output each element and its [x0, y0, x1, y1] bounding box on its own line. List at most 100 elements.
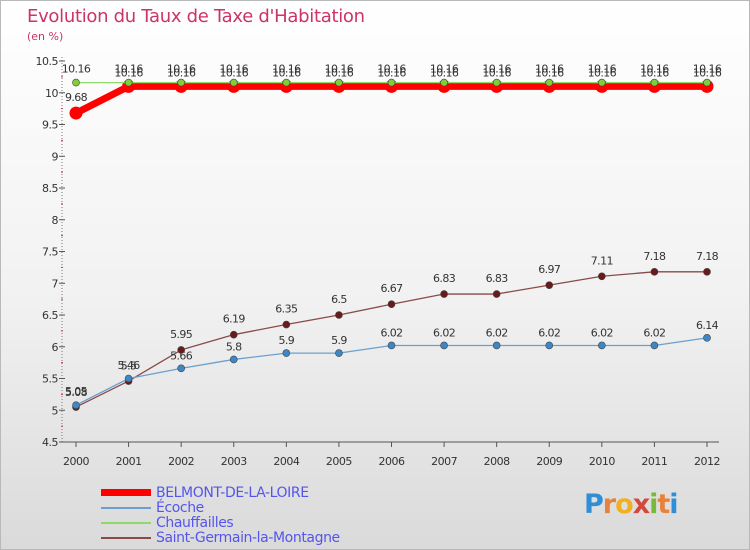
data-label-ecoche: 5.9 — [331, 334, 347, 347]
data-point-chauffailles — [177, 78, 185, 87]
data-point-chauffailles — [650, 78, 659, 87]
y-tick-label: 9.5 — [42, 119, 58, 132]
data-label-belmont-de-la-loire: 10.16 — [272, 66, 301, 79]
data-point-chauffailles — [124, 78, 133, 87]
data-label-belmont-de-la-loire: 10.16 — [220, 66, 249, 79]
data-label-saint-germain-la-montagne: 6.35 — [275, 303, 298, 316]
y-tick-label: 7 — [52, 277, 59, 290]
data-label-chauffailles: 10.16 — [535, 63, 564, 76]
data-label-chauffailles: 10.16 — [114, 63, 143, 76]
legend-label-saint-germain: Saint-Germain-la-Montagne — [156, 530, 340, 546]
data-point-saint-germain-la-montagne — [440, 290, 448, 298]
data-point-chauffailles — [72, 78, 80, 87]
data-label-chauffailles: 10.16 — [167, 63, 196, 76]
data-label-saint-germain-la-montagne: 5.46 — [118, 359, 141, 372]
data-point-chauffailles — [229, 78, 238, 87]
y-tick-label: 6.5 — [42, 309, 58, 322]
data-label-saint-germain-la-montagne: 6.97 — [538, 263, 561, 276]
x-tick-label: 2003 — [221, 455, 247, 468]
data-label-saint-germain-la-montagne: 5.05 — [65, 385, 88, 398]
y-tick-label: 10 — [45, 87, 58, 100]
data-point-ecoche — [650, 341, 659, 350]
data-point-ecoche — [387, 341, 396, 350]
data-label-saint-germain-la-montagne: 6.19 — [223, 313, 246, 326]
data-point-ecoche — [598, 341, 606, 350]
x-tick-label: 2000 — [63, 455, 89, 468]
y-tick-label: 8 — [52, 214, 59, 227]
data-label-saint-germain-la-montagne: 7.18 — [696, 250, 719, 263]
data-point-ecoche — [229, 355, 238, 364]
data-point-ecoche — [72, 401, 80, 409]
data-label-ecoche: 5.5 — [121, 360, 137, 373]
data-point-saint-germain-la-montagne — [650, 268, 659, 276]
data-label-belmont-de-la-loire: 10.16 — [640, 66, 669, 79]
data-label-ecoche: 5.8 — [226, 340, 242, 353]
data-point-saint-germain-la-montagne — [703, 268, 711, 276]
data-point-belmont-de-la-loire — [69, 106, 83, 120]
x-tick-label: 2009 — [536, 455, 562, 468]
data-label-belmont-de-la-loire: 10.16 — [114, 66, 143, 79]
chart-title: Evolution du Taux de Taxe d'Habitation — [27, 6, 365, 27]
data-label-belmont-de-la-loire: 10.16 — [430, 66, 459, 79]
data-label-ecoche: 5.9 — [278, 334, 294, 347]
data-label-chauffailles: 10.16 — [588, 63, 617, 76]
legend-swatch-belmont — [101, 489, 151, 496]
x-tick-label: 2002 — [168, 455, 194, 468]
x-tick-label: 2004 — [273, 455, 299, 468]
data-point-saint-germain-la-montagne — [598, 272, 606, 281]
x-tick-label: 2008 — [484, 455, 510, 468]
x-tick-label: 2012 — [694, 455, 720, 468]
data-point-ecoche — [492, 341, 501, 350]
y-tick-label: 9 — [52, 150, 59, 163]
data-label-chauffailles: 10.16 — [640, 63, 669, 76]
data-point-chauffailles — [598, 78, 606, 87]
data-label-ecoche: 6.02 — [591, 326, 613, 339]
y-tick-label: 5 — [52, 404, 59, 417]
data-point-chauffailles — [492, 78, 501, 87]
data-label-belmont-de-la-loire: 10.16 — [535, 66, 564, 79]
chart-subtitle: (en %) — [27, 30, 64, 43]
legend-label-chauffailles: Chauffailles — [156, 515, 234, 531]
y-tick-label: 5.5 — [42, 373, 58, 386]
proxiti-logo: Proxiti — [584, 489, 679, 520]
data-label-chauffailles: 10.16 — [430, 63, 459, 76]
data-label-ecoche: 5.66 — [170, 349, 193, 362]
data-point-chauffailles — [440, 78, 448, 87]
x-tick-label: 2010 — [589, 455, 615, 468]
y-tick-label: 7.5 — [42, 246, 58, 259]
data-label-chauffailles: 10.16 — [482, 63, 511, 76]
data-label-chauffailles: 10.16 — [377, 63, 406, 76]
x-tick-label: 2005 — [326, 455, 352, 468]
data-point-saint-germain-la-montagne — [177, 346, 185, 354]
data-label-ecoche: 6.02 — [433, 326, 455, 339]
data-point-saint-germain-la-montagne — [229, 330, 238, 339]
data-label-chauffailles: 10.16 — [325, 63, 354, 76]
legend-label-ecoche: Écoche — [156, 500, 204, 516]
data-label-saint-germain-la-montagne: 5.95 — [170, 328, 193, 341]
legend-swatch-saint-germain — [101, 537, 151, 539]
data-point-saint-germain-la-montagne — [492, 290, 501, 298]
data-label-saint-germain-la-montagne: 7.18 — [643, 250, 666, 263]
data-point-ecoche — [703, 334, 711, 342]
y-tick-label: 10.5 — [36, 55, 59, 68]
data-label-ecoche: 6.02 — [643, 326, 665, 339]
x-tick-label: 2011 — [641, 455, 667, 468]
data-label-saint-germain-la-montagne: 7.11 — [591, 254, 613, 267]
data-label-saint-germain-la-montagne: 6.67 — [380, 282, 403, 295]
data-label-belmont-de-la-loire: 10.16 — [588, 66, 617, 79]
x-tick-label: 2007 — [431, 455, 457, 468]
data-label-ecoche: 6.14 — [696, 319, 719, 332]
data-point-saint-germain-la-montagne — [282, 320, 291, 329]
legend-label-belmont: BELMONT-DE-LA-LOIRE — [156, 485, 309, 501]
data-point-saint-germain-la-montagne — [545, 281, 554, 289]
x-tick-label: 2001 — [116, 455, 142, 468]
data-label-chauffailles: 10.16 — [62, 63, 91, 76]
data-label-chauffailles: 10.16 — [693, 63, 722, 76]
data-label-ecoche: 6.02 — [538, 326, 560, 339]
data-point-ecoche — [335, 349, 343, 357]
data-label-saint-germain-la-montagne: 6.5 — [331, 293, 347, 306]
data-point-chauffailles — [545, 78, 554, 87]
data-point-chauffailles — [335, 78, 343, 87]
